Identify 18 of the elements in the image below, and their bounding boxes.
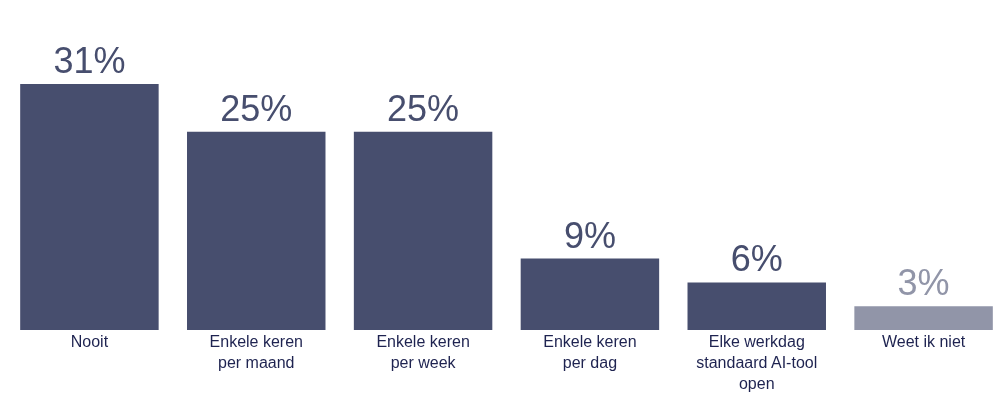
x-tick-label: Nooit bbox=[70, 333, 109, 350]
bar bbox=[353, 131, 493, 330]
data-label: 25% bbox=[220, 87, 293, 129]
bar bbox=[20, 84, 159, 330]
bar bbox=[687, 282, 826, 330]
bar bbox=[854, 306, 993, 330]
x-tick-label: Weet ik niet bbox=[881, 333, 966, 350]
data-label: 25% bbox=[387, 87, 460, 129]
x-tick-label: Enkele keren per week bbox=[376, 333, 470, 371]
data-label: 6% bbox=[730, 238, 783, 280]
x-tick-label: Elke werkdag standaard AI-tool open bbox=[696, 333, 818, 392]
bar bbox=[520, 258, 660, 330]
x-tick-label: Enkele keren per dag bbox=[543, 333, 637, 371]
data-label: 31% bbox=[53, 40, 126, 82]
x-tick-label: Enkele keren per maand bbox=[209, 333, 303, 371]
data-label: 3% bbox=[897, 262, 950, 304]
data-label: 9% bbox=[563, 214, 616, 256]
bar bbox=[187, 131, 326, 330]
